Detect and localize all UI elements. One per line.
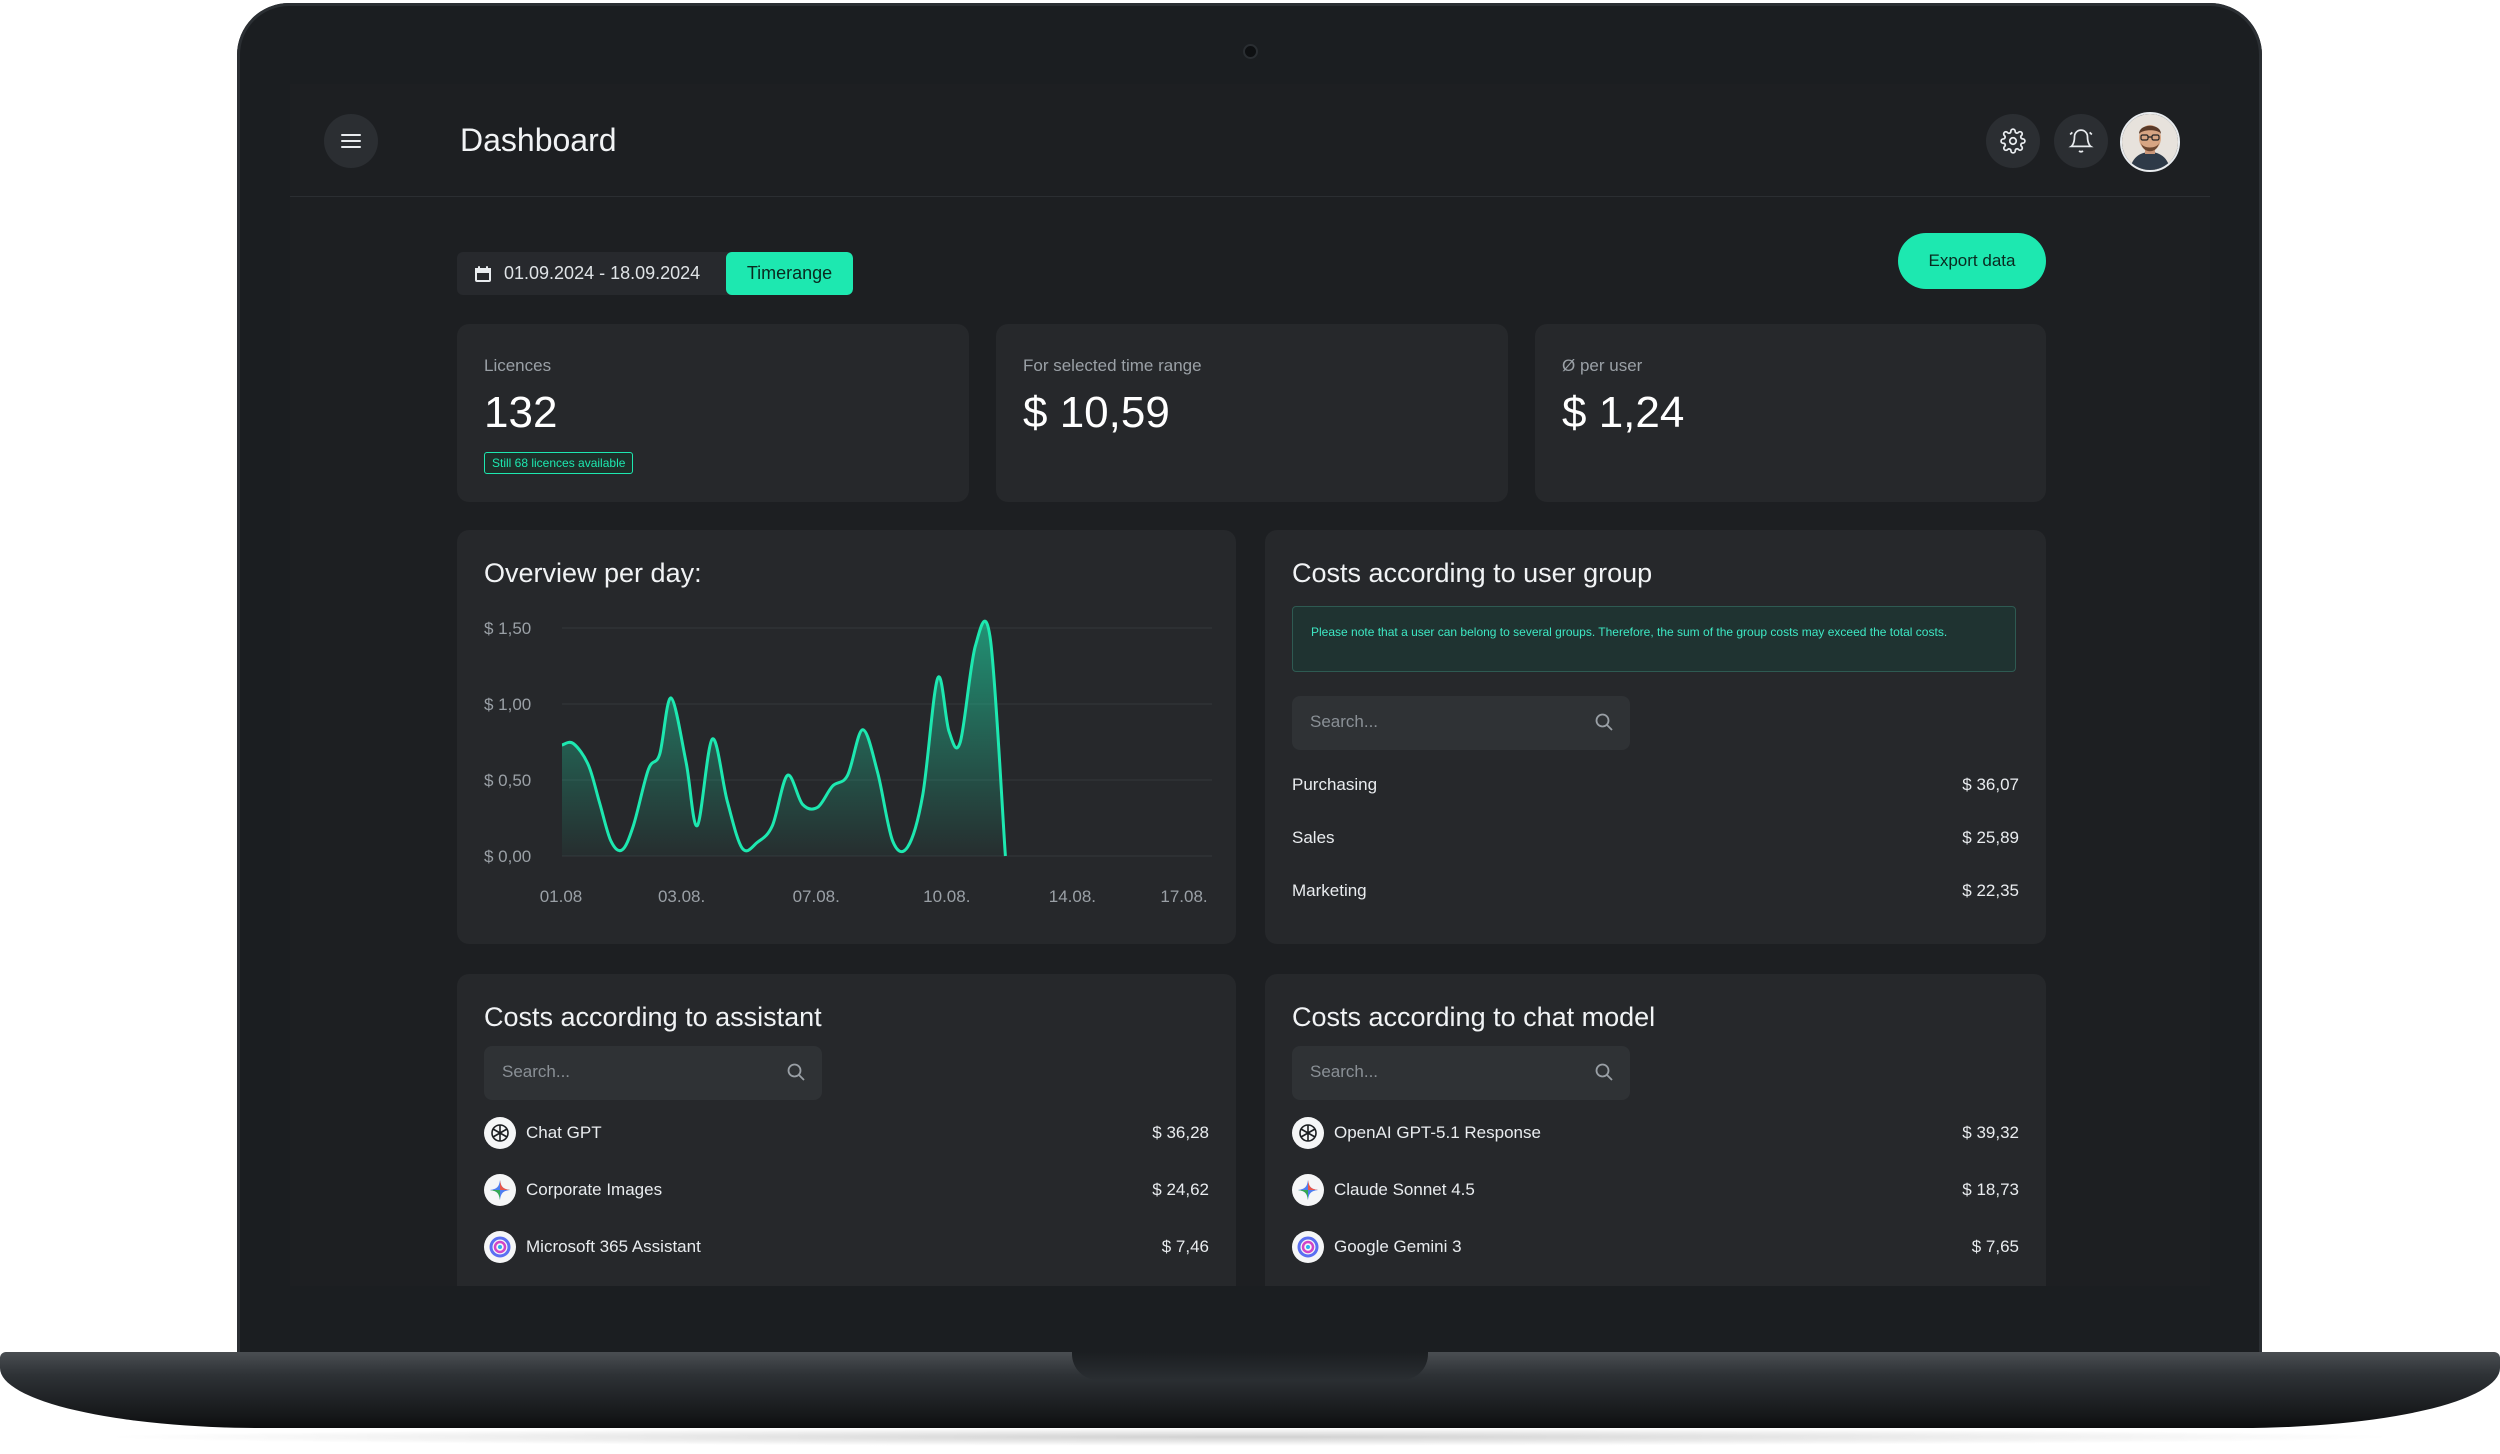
openai-icon xyxy=(484,1117,516,1149)
group-name: Sales xyxy=(1292,828,1335,847)
bell-icon xyxy=(2068,129,2094,153)
list-item[interactable]: Corporate Images $ 24,62 xyxy=(484,1174,1209,1206)
licences-value: 132 xyxy=(484,388,558,437)
per-user-value: $ 1,24 xyxy=(1562,388,1685,437)
list-item[interactable]: OpenAI GPT-5.1 Response $ 39,32 xyxy=(1292,1117,2019,1149)
chat-model-title: Costs according to chat model xyxy=(1292,1002,1656,1032)
group-cost: $ 25,89 xyxy=(1962,828,2019,847)
user-group-search-input[interactable]: Search... xyxy=(1292,696,1630,750)
hamburger-menu-icon xyxy=(341,134,361,148)
search-icon xyxy=(787,1063,805,1081)
model-name: OpenAI GPT-5.1 Response xyxy=(1334,1123,1541,1142)
list-item[interactable]: Microsoft 365 Assistant $ 7,46 xyxy=(484,1231,1209,1263)
user-avatar[interactable] xyxy=(2120,112,2180,172)
list-item[interactable]: Google Gemini 3 $ 7,65 xyxy=(1292,1231,2019,1263)
menu-button[interactable] xyxy=(324,114,378,168)
group-name: Marketing xyxy=(1292,881,1367,900)
screen: Dashboard 01.09.2024 - 18.09.2024 xyxy=(290,84,2210,1286)
time-range-value: $ 10,59 xyxy=(1023,388,1170,437)
export-data-button[interactable]: Export data xyxy=(1898,233,2046,289)
notifications-button[interactable] xyxy=(2054,114,2108,168)
y-tick-label: $ 1,50 xyxy=(484,619,531,638)
group-cost: $ 36,07 xyxy=(1962,775,2019,794)
camera xyxy=(1243,44,1258,59)
model-name: Claude Sonnet 4.5 xyxy=(1334,1180,1475,1199)
gemini-star-icon xyxy=(1292,1174,1324,1206)
assistant-name: Corporate Images xyxy=(526,1180,663,1199)
overview-card: Overview per day: $ 1,50 $ 1,00 $ 0,50 $ 0,… xyxy=(457,530,1236,944)
per-user-card: Ø per user $ 1,24 xyxy=(1535,324,2046,502)
user-group-title: Costs according to user group xyxy=(1292,558,1653,588)
assistant-name: Chat GPT xyxy=(526,1123,602,1142)
x-tick-label: 14.08. xyxy=(1049,887,1096,906)
list-item[interactable]: Chat GPT $ 36,28 xyxy=(484,1117,1209,1149)
date-range-text: 01.09.2024 - 18.09.2024 xyxy=(504,263,701,283)
assistant-search-input[interactable]: Search... xyxy=(484,1046,822,1100)
group-cost: $ 22,35 xyxy=(1962,881,2019,900)
x-tick-label: 01.08 xyxy=(540,887,583,906)
list-item[interactable]: Purchasing $ 36,07 xyxy=(1292,770,2019,800)
model-cost: $ 18,73 xyxy=(1962,1180,2019,1199)
y-tick-label: $ 1,00 xyxy=(484,695,531,714)
time-range-cost-card: For selected time range $ 10,59 xyxy=(996,324,1508,502)
page-title: Dashboard xyxy=(460,122,617,158)
settings-button[interactable] xyxy=(1986,114,2040,168)
x-tick-label: 10.08. xyxy=(923,887,970,906)
search-icon xyxy=(1595,1063,1613,1081)
assistant-card: Costs according to assistant Search... C… xyxy=(457,974,1236,1286)
user-group-note: Please note that a user can belong to se… xyxy=(1292,606,2016,672)
chat-model-search-input[interactable]: Search... xyxy=(1292,1046,1630,1100)
overview-title: Overview per day: xyxy=(484,558,702,588)
assistant-name: Microsoft 365 Assistant xyxy=(526,1237,701,1256)
list-item[interactable]: Marketing $ 22,35 xyxy=(1292,876,2019,906)
assistant-cost: $ 36,28 xyxy=(1152,1123,1209,1142)
licences-badge: Still 68 licences available xyxy=(484,452,634,474)
list-item[interactable]: Claude Sonnet 4.5 $ 18,73 xyxy=(1292,1174,2019,1206)
openai-icon xyxy=(1292,1117,1324,1149)
date-range-picker[interactable]: 01.09.2024 - 18.09.2024 Timerange xyxy=(457,252,853,295)
time-range-label: For selected time range xyxy=(1023,356,1202,375)
search-placeholder: Search... xyxy=(502,1062,571,1081)
assistant-cost: $ 7,46 xyxy=(1161,1237,1209,1256)
search-icon xyxy=(1595,713,1613,731)
model-cost: $ 39,32 xyxy=(1962,1123,2019,1142)
laptop-notch xyxy=(1072,1352,1428,1380)
y-tick-label: $ 0,50 xyxy=(484,771,531,790)
assistant-cost: $ 24,62 xyxy=(1152,1180,1209,1199)
copilot-icon xyxy=(484,1231,516,1263)
copilot-icon xyxy=(1292,1231,1324,1263)
laptop-shadow xyxy=(90,1428,2410,1446)
x-tick-label: 03.08. xyxy=(658,887,705,906)
search-placeholder: Search... xyxy=(1310,1062,1379,1081)
avatar-portrait xyxy=(2122,114,2178,170)
model-cost: $ 7,65 xyxy=(1971,1237,2019,1256)
series-line xyxy=(561,619,1007,857)
calendar-icon xyxy=(475,265,491,282)
chat-model-card: Costs according to chat model Search... … xyxy=(1265,974,2046,1286)
overview-chart: $ 1,50 $ 1,00 $ 0,50 $ 0,00 01.08 03.08. 07.08… xyxy=(484,619,1212,906)
licences-card: Licences 132 Still 68 licences available xyxy=(457,324,969,502)
list-item[interactable]: Sales $ 25,89 xyxy=(1292,823,2019,853)
series-area xyxy=(562,621,1006,856)
assistant-title: Costs according to assistant xyxy=(484,1002,822,1032)
timerange-button[interactable]: Timerange xyxy=(726,252,853,295)
gemini-star-icon xyxy=(484,1174,516,1206)
x-tick-label: 17.08. xyxy=(1160,887,1207,906)
group-name: Purchasing xyxy=(1292,775,1378,794)
app-header: Dashboard xyxy=(290,84,2210,197)
licences-label: Licences xyxy=(484,356,552,375)
model-name: Google Gemini 3 xyxy=(1334,1237,1462,1256)
per-user-label: Ø per user xyxy=(1562,356,1643,375)
y-tick-label: $ 0,00 xyxy=(484,847,531,866)
user-group-card: Costs according to user group Please not… xyxy=(1265,530,2046,944)
x-tick-label: 07.08. xyxy=(793,887,840,906)
gear-icon xyxy=(2000,128,2026,154)
search-placeholder: Search... xyxy=(1310,712,1379,731)
